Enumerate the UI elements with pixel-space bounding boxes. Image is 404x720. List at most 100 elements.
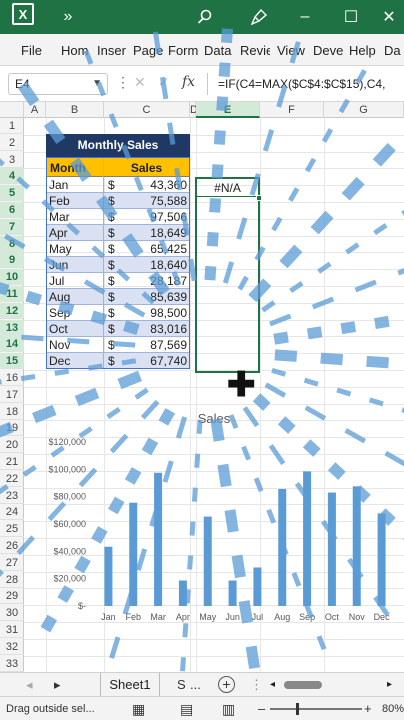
row-header-10[interactable]: 10 [0,269,24,286]
row-header-33[interactable]: 33 [0,656,24,672]
selected-range[interactable]: #N/A [195,177,262,373]
zoom-out-button[interactable]: – [258,701,266,716]
tab-page-layout[interactable]: Page [133,42,163,58]
sales-chart[interactable]: Sales $- $20,000 $40,000 $60,000 $80,000 $100,… [24,400,404,640]
tab-developer[interactable]: Deve [313,42,343,58]
sales-cell[interactable]: 87,569 [150,338,187,352]
zoom-level[interactable]: 80% [382,703,404,715]
more-commands-icon[interactable]: » [63,8,73,25]
sheet-tab-sheet1[interactable]: Sheet1 [100,673,160,697]
tab-insert[interactable]: Inser [97,42,126,58]
active-cell-value[interactable]: #N/A [197,179,258,197]
sales-cell[interactable]: 67,740 [150,354,187,368]
page-break-view-icon[interactable]: ▥ [222,701,236,717]
row-header-29[interactable]: 29 [0,588,24,605]
more-options-icon[interactable]: ⋮ [250,677,263,692]
row-header-31[interactable]: 31 [0,622,24,638]
row-header-28[interactable]: 28 [0,572,24,588]
row-header-32[interactable]: 32 [0,639,24,655]
insert-function-icon[interactable]: fx [182,74,196,90]
scroll-right-icon[interactable]: ▸ [386,679,392,690]
row-header-17[interactable]: 17 [0,387,24,403]
bar-mar[interactable] [154,472,163,606]
column-header-b[interactable]: B [46,102,104,118]
bar-jan[interactable] [104,546,113,606]
close-button[interactable]: ✕ [382,9,396,26]
bar-sep[interactable] [303,471,312,606]
row-header-13[interactable]: 13 [0,319,24,336]
row-header-8[interactable]: 8 [0,235,24,252]
chart-title[interactable]: Sales [198,411,231,426]
row-header-22[interactable]: 22 [0,471,24,487]
tab-review[interactable]: Revie [240,42,270,58]
bar-apr[interactable] [178,580,187,606]
tab-view[interactable]: View [277,42,305,58]
minimize-button[interactable]: – [300,8,310,25]
bar-nov[interactable] [352,486,361,606]
row-header-11[interactable]: 11 [0,286,24,302]
row-header-3[interactable]: 3 [0,152,24,168]
fill-handle[interactable] [256,195,262,201]
tab-formulas[interactable]: Form [168,42,198,58]
more-options-icon[interactable]: ⋮ [116,74,130,90]
row-header-30[interactable]: 30 [0,605,24,622]
enter-icon[interactable]: ✓ [158,74,170,90]
more-sheets-icon[interactable]: ... [190,677,201,692]
row-header-27[interactable]: 27 [0,555,24,571]
select-all-corner[interactable] [0,102,24,118]
scrollbar-thumb[interactable] [284,681,322,689]
sales-cell[interactable]: 98,500 [150,306,187,320]
row-header-6[interactable]: 6 [0,202,24,218]
column-header-a[interactable]: A [24,102,46,118]
row-header-1[interactable]: 1 [0,118,24,134]
row-header-20[interactable]: 20 [0,437,24,454]
row-header-5[interactable]: 5 [0,185,24,202]
search-icon[interactable] [190,0,220,34]
add-sheet-button[interactable]: + [218,676,235,693]
row-header-23[interactable]: 23 [0,488,24,504]
name-box[interactable]: E4 ▼ [8,73,108,95]
tab-home[interactable]: Hom [61,42,89,58]
zoom-in-button[interactable]: + [364,701,372,716]
bar-feb[interactable] [129,502,138,606]
zoom-slider[interactable] [270,708,362,710]
row-header-26[interactable]: 26 [0,538,24,554]
brush-icon[interactable] [244,0,274,34]
horizontal-scrollbar[interactable]: ◂ ▸ [270,679,392,691]
next-sheet-icon[interactable]: ▸ [54,677,61,692]
row-header-9[interactable]: 9 [0,252,24,269]
bar-aug[interactable] [278,488,287,606]
tab-help[interactable]: Help [349,42,376,58]
page-layout-view-icon[interactable]: ▤ [180,701,194,717]
row-header-25[interactable]: 25 [0,521,24,538]
row-header-4[interactable]: 4 [0,168,24,185]
row-header-14[interactable]: 14 [0,336,24,353]
tab-file[interactable]: File [21,42,42,58]
zoom-slider-thumb[interactable] [296,703,299,715]
prev-sheet-icon[interactable]: ◂ [26,677,33,692]
normal-view-icon[interactable]: ▦ [132,701,146,717]
chevron-down-icon[interactable]: ▼ [92,78,102,89]
bar-oct[interactable] [327,492,336,606]
cell-grid[interactable]: Monthly Sales Month Sales Jan $43,360 Feb $… [24,118,404,672]
cancel-icon[interactable]: ✕ [134,74,146,90]
bar-jun[interactable] [228,580,237,606]
sales-cell[interactable]: 83,016 [150,322,187,336]
column-header-g[interactable]: G [324,102,404,118]
sheet-tab-s[interactable]: S [177,677,186,692]
formula-input[interactable]: =IF(C4=MAX($C$4:$C$15),C4, [207,73,404,95]
bar-may[interactable] [203,516,212,606]
row-header-7[interactable]: 7 [0,218,24,235]
row-header-16[interactable]: 16 [0,370,24,386]
column-header-e[interactable]: E [196,102,260,118]
tab-data[interactable]: Data [204,42,232,58]
maximize-button[interactable]: ☐ [343,9,359,26]
row-header-21[interactable]: 21 [0,454,24,470]
row-header-19[interactable]: 19 [0,420,24,437]
row-header-24[interactable]: 24 [0,504,24,521]
column-header-c[interactable]: C [104,102,190,118]
tab-data-more[interactable]: Da [384,42,401,58]
row-header-2[interactable]: 2 [0,135,24,151]
row-header-18[interactable]: 18 [0,404,24,420]
scroll-left-icon[interactable]: ◂ [270,679,276,690]
